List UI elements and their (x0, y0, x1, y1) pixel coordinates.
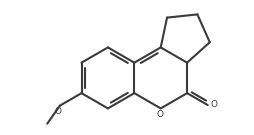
Text: O: O (157, 110, 164, 119)
Text: O: O (55, 107, 62, 117)
Text: O: O (210, 100, 217, 109)
